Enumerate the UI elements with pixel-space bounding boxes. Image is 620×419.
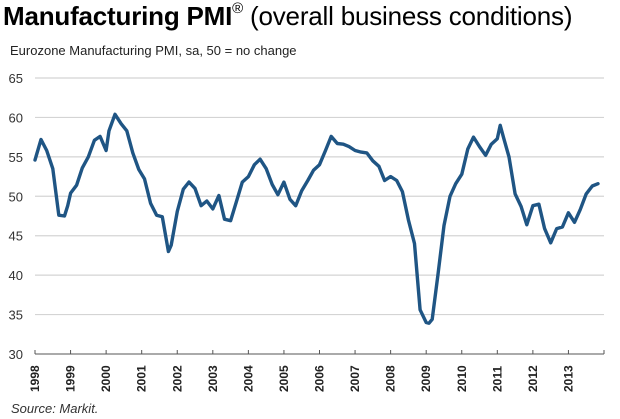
registered-mark: ® — [232, 0, 244, 18]
y-tick-label: 65 — [9, 71, 23, 86]
x-tick-label: 2002 — [170, 365, 184, 392]
x-tick-label: 2012 — [526, 365, 540, 392]
x-tick-label: 2008 — [384, 365, 398, 392]
x-tick-label: 1999 — [64, 365, 78, 392]
x-tick-label: 2000 — [99, 365, 113, 392]
y-tick-label: 35 — [9, 308, 23, 323]
y-tick-label: 45 — [9, 229, 23, 244]
series-group — [33, 112, 600, 325]
x-tick-label: 1998 — [28, 365, 42, 392]
x-tick-label: 2007 — [348, 365, 362, 392]
y-tick-label: 40 — [9, 268, 23, 283]
y-tick-label: 50 — [9, 189, 23, 204]
x-tick-label: 2003 — [206, 365, 220, 392]
title-bold: Manufacturing PMI — [3, 1, 233, 31]
x-tick-label: 2005 — [277, 365, 291, 392]
y-tick-label: 30 — [9, 347, 23, 362]
x-tick-label: 2011 — [490, 366, 504, 392]
x-tick-label: 2001 — [135, 365, 149, 392]
gridlines — [35, 77, 604, 316]
chart-title: Manufacturing PMI® (overall business con… — [3, 0, 573, 32]
x-tick-label: 2013 — [561, 365, 575, 392]
y-tick-label: 55 — [9, 150, 23, 165]
x-tick-label: 2009 — [419, 365, 433, 392]
x-tick-label: 2006 — [313, 365, 327, 392]
x-tick-label: 2010 — [455, 365, 469, 392]
series-line-pmi — [33, 112, 600, 325]
y-axis-ticks: 30 35 40 45 50 55 60 65 — [9, 71, 23, 362]
title-rest: (overall business conditions) — [243, 1, 573, 31]
x-axis: 1998 1999 2000 2001 2002 2003 2004 2005 2006 2007… — [28, 350, 605, 392]
x-tick-label: 2004 — [241, 365, 255, 392]
source-note: Source: Markit. — [11, 401, 99, 416]
chart-subtitle: Eurozone Manufacturing PMI, sa, 50 = no … — [10, 43, 297, 58]
y-tick-label: 60 — [9, 110, 23, 125]
